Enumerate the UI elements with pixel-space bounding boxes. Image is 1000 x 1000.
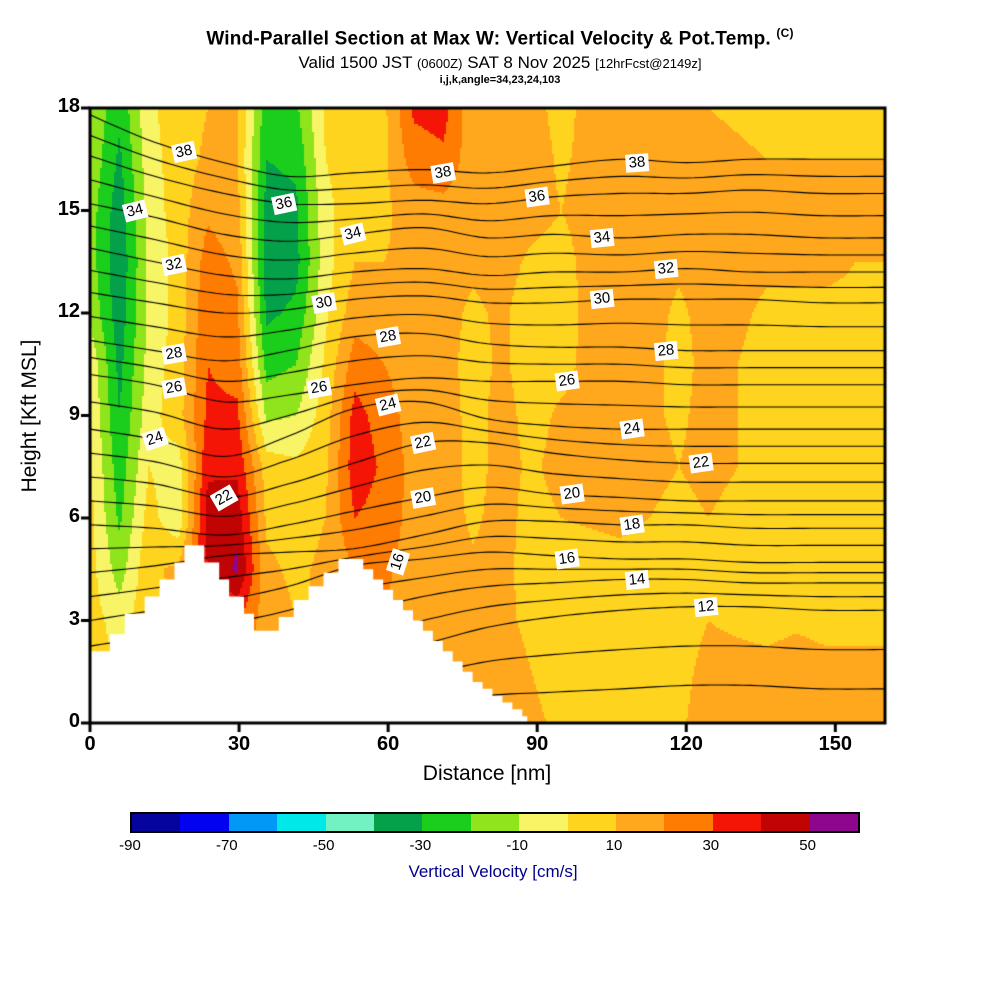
colorbar-segment	[664, 814, 713, 831]
y-axis-title: Height [Kft MSL]	[18, 339, 41, 493]
colorbar-segment	[470, 814, 520, 831]
chart-title: Wind-Parallel Section at Max W: Vertical…	[0, 26, 1000, 50]
colorbar-segment	[712, 814, 762, 831]
colorbar-segment	[277, 814, 326, 831]
colorbar-segment	[567, 814, 617, 831]
chart-title-text: Wind-Parallel Section at Max W: Vertical…	[206, 28, 771, 50]
x-axis-title: Distance [nm]	[422, 762, 552, 785]
chart-header: Wind-Parallel Section at Max W: Vertical…	[0, 26, 1000, 86]
colorbar-segment	[761, 814, 810, 831]
colorbar-segment	[180, 814, 229, 831]
valid-utc-label: (0600Z)	[416, 56, 463, 72]
forecast-tag-label: [12hrFcst@2149z]	[595, 56, 702, 72]
colorbar-segment	[228, 814, 278, 831]
grid-info-label: i,j,k,angle=34,23,24,103	[439, 74, 561, 87]
colorbar-segment	[422, 814, 471, 831]
chart-subtitle: Valid 1500 JST (0600Z) SAT 8 Nov 2025 [1…	[0, 53, 1000, 73]
colorbar-segment	[616, 814, 665, 831]
colorbar-segment	[132, 814, 181, 831]
colorbar-caption: Vertical Velocity [cm/s]	[408, 862, 578, 881]
colorbar-segment	[809, 814, 859, 831]
colorbar-segment	[325, 814, 375, 831]
colorbar-segment	[374, 814, 423, 831]
chart-title-unit: (C)	[776, 26, 794, 40]
colorbar	[130, 812, 860, 833]
colorbar-segment	[519, 814, 568, 831]
valid-time-label: Valid 1500 JST	[298, 53, 413, 73]
valid-date-label: SAT 8 Nov 2025	[467, 53, 591, 73]
